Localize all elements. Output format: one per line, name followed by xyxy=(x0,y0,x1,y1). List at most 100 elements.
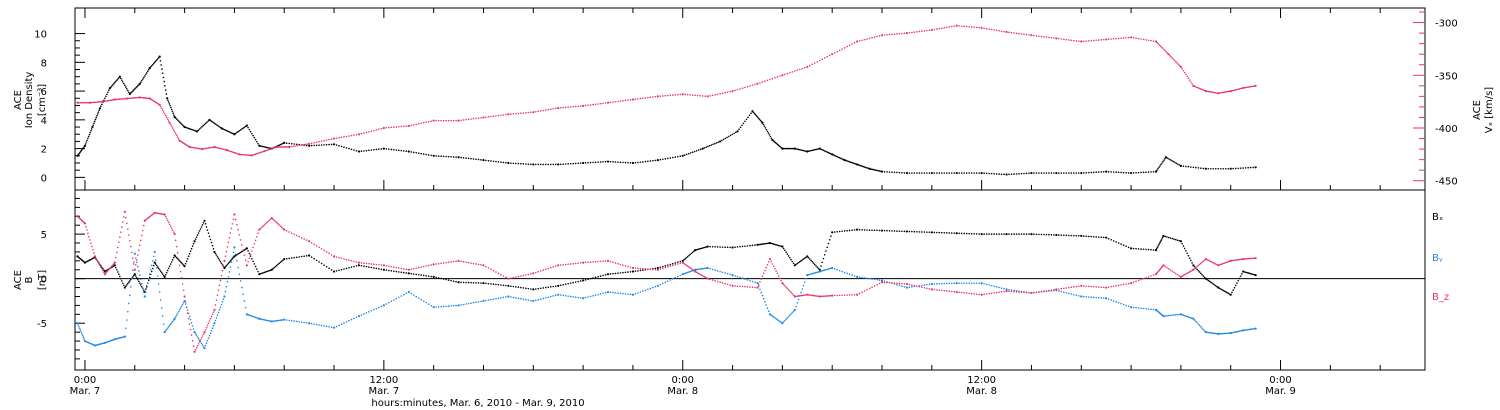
vx-sample xyxy=(192,146,195,149)
density-sample xyxy=(105,95,107,98)
vx-sample xyxy=(492,115,495,117)
vx-sample xyxy=(497,114,500,117)
bx-sample xyxy=(564,283,567,285)
density-sample xyxy=(1160,163,1162,166)
bz-sample xyxy=(97,260,99,263)
density-sample xyxy=(147,68,150,71)
bz-sample xyxy=(958,291,961,294)
density-sample xyxy=(687,152,690,155)
by-sample xyxy=(435,306,437,308)
by-sample xyxy=(1073,293,1075,296)
vx-sample xyxy=(119,98,121,100)
bz-sample xyxy=(410,268,413,271)
density-sample xyxy=(748,114,751,117)
bz-sample xyxy=(440,262,442,265)
bz-sample xyxy=(462,260,465,263)
density-sample xyxy=(800,149,802,151)
bx-sample xyxy=(196,234,199,236)
vx-sample xyxy=(122,97,125,100)
density-sample xyxy=(766,130,769,133)
bx-sample xyxy=(1178,239,1180,242)
density-sample xyxy=(1095,171,1098,173)
bx-sample xyxy=(775,243,777,246)
by-sample xyxy=(1135,306,1137,309)
bx-sample xyxy=(293,256,295,259)
bx-sample xyxy=(1181,242,1183,245)
bx-sample xyxy=(206,229,209,231)
density-sample xyxy=(175,118,178,120)
bz-sample xyxy=(1214,263,1217,265)
bz-sample xyxy=(274,220,277,223)
bz-sample xyxy=(812,294,815,297)
vx-sample xyxy=(1156,41,1159,44)
bz-sample xyxy=(502,275,505,277)
bz-sample xyxy=(1247,257,1249,260)
density-point xyxy=(631,161,635,165)
bz-sample xyxy=(594,260,597,263)
date-tick-label: Mar. 8 xyxy=(667,386,698,397)
density-point xyxy=(532,163,535,166)
density-sample xyxy=(599,161,602,163)
density-sample xyxy=(178,121,181,123)
bz-sample xyxy=(667,266,669,268)
bx-sample xyxy=(1100,236,1102,239)
by-sample xyxy=(1248,328,1251,331)
bz-sample xyxy=(841,294,843,297)
bz-sample xyxy=(1122,283,1125,286)
bx-sample xyxy=(807,256,810,259)
bz-sample xyxy=(174,239,177,242)
vx-sample xyxy=(903,32,906,35)
by-point xyxy=(332,326,336,329)
density-point xyxy=(1229,167,1232,170)
bx-point xyxy=(831,231,834,234)
vx-sample xyxy=(256,152,258,155)
bz-sample xyxy=(1035,291,1038,294)
bz-sample xyxy=(275,221,278,224)
by-sample xyxy=(597,293,599,296)
density-sample xyxy=(1192,166,1195,169)
bx-sample xyxy=(412,273,415,275)
vx-sample xyxy=(480,116,482,119)
density-sample xyxy=(228,131,231,133)
bx-sample xyxy=(1202,275,1205,277)
by-sample xyxy=(838,269,841,272)
bz-sample xyxy=(868,287,871,290)
bz-sample xyxy=(861,291,863,294)
bx-point xyxy=(681,259,684,262)
density-sample xyxy=(249,130,252,133)
density-sample xyxy=(465,157,467,159)
bz-sample xyxy=(744,285,746,288)
vx-sample xyxy=(254,153,257,155)
bx-sample xyxy=(1038,233,1040,236)
bz-sample xyxy=(790,291,792,294)
density-sample xyxy=(612,161,614,163)
bz-sample xyxy=(871,286,873,289)
by-sample xyxy=(823,269,826,271)
by-sample xyxy=(669,279,672,281)
vx-sample xyxy=(639,97,642,100)
density-sample xyxy=(768,134,771,136)
bz-sample xyxy=(1237,258,1239,261)
bx-sample xyxy=(168,265,171,267)
density-sample xyxy=(547,163,550,166)
density-sample xyxy=(745,118,748,121)
vx-point xyxy=(532,111,535,114)
bx-sample xyxy=(786,253,789,255)
by-sample xyxy=(1243,329,1246,331)
bx-sample xyxy=(761,243,764,245)
bx-sample xyxy=(614,272,617,275)
by-sample xyxy=(241,286,243,289)
vx-sample xyxy=(313,141,315,144)
bz-sample xyxy=(126,222,128,225)
bx-sample xyxy=(219,260,222,263)
bx-sample xyxy=(800,260,802,262)
density-sample xyxy=(198,128,201,130)
density-point xyxy=(955,171,958,175)
vx-sample xyxy=(923,30,926,32)
density-sample xyxy=(100,105,102,108)
vx-sample xyxy=(104,100,106,103)
by-point xyxy=(203,347,206,350)
bx-sample xyxy=(1247,272,1249,274)
bx-point xyxy=(706,245,709,248)
bx-sample xyxy=(866,229,868,231)
